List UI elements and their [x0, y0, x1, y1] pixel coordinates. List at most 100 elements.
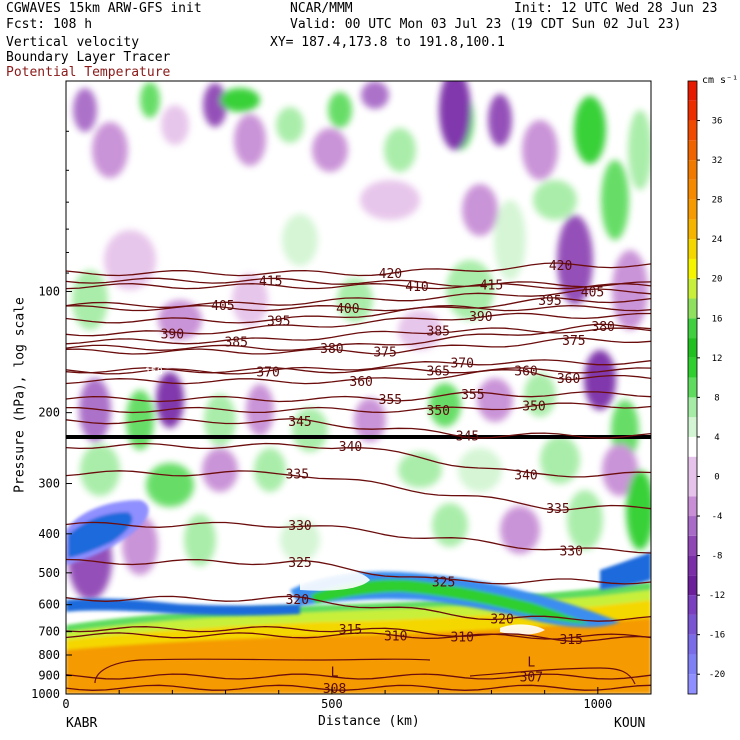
- colorbar-frame: [687, 80, 698, 695]
- theta-label: 330: [559, 544, 582, 559]
- colorbar-tick-label: -12: [709, 591, 725, 601]
- theta-label: 350: [427, 404, 450, 419]
- colorbar-swatch: [688, 397, 697, 418]
- x-tick-label: 0: [62, 697, 69, 711]
- theta-contour-335: [66, 470, 651, 512]
- y-tick-label: 700: [38, 625, 60, 639]
- theta-label: 390: [469, 310, 492, 325]
- theta-contour-307: [66, 673, 651, 680]
- colorbar-swatch: [688, 516, 697, 536]
- theta-label: 310: [384, 629, 407, 644]
- colorbar-swatch: [688, 674, 697, 694]
- theta-contour-360: [66, 369, 651, 385]
- theta-contour-355: [66, 391, 651, 403]
- colorbar-swatch: [688, 278, 697, 299]
- tracer-level-label: 158: [145, 366, 163, 377]
- field-bl-tracer: Boundary Layer Tracer: [6, 50, 171, 65]
- theta-label: 360: [514, 364, 537, 379]
- colorbar-tick-label: 12: [712, 354, 723, 364]
- colorbar-tick-label: 28: [712, 196, 723, 206]
- theta-label: 405: [211, 299, 234, 314]
- colorbar-swatch: [688, 298, 697, 319]
- colorbar-tick-label: -20: [709, 670, 725, 680]
- theta-label: 320: [286, 593, 309, 608]
- y-axis: 100 200 300 400 500 600 700 800 900 1000: [31, 130, 72, 701]
- theta-label: 307: [520, 671, 543, 686]
- theta-label: 360: [557, 372, 580, 387]
- colorbar-swatch: [688, 436, 697, 457]
- colorbar-swatch: [688, 555, 697, 576]
- theta-contour-410: [66, 283, 651, 290]
- theta-label: 375: [562, 334, 585, 349]
- low-marker: L: [527, 655, 535, 670]
- theta-contours: [66, 262, 651, 691]
- colorbar-tick-label: 16: [712, 314, 723, 324]
- surface-contour-outline: [94, 658, 636, 685]
- colorbar-swatch: [688, 318, 697, 339]
- colorbar-swatch: [688, 239, 697, 259]
- colorbar-swatch: [688, 417, 697, 437]
- theta-label: 320: [490, 613, 513, 628]
- right-station-label: KOUN: [614, 716, 646, 731]
- theta-label: 415: [259, 275, 282, 290]
- theta-label: 370: [256, 365, 279, 380]
- colorbar-swatch: [688, 654, 697, 675]
- model-title: CGWAVES 15km ARW-GFS init: [6, 1, 202, 16]
- colorbar-swatch: [688, 219, 697, 240]
- colorbar-tick-label: -8: [712, 552, 723, 562]
- colorbar-swatch: [688, 535, 697, 556]
- y-tick-label: 800: [38, 648, 60, 662]
- colorbar-swatch: [688, 100, 697, 121]
- theta-label: 325: [288, 556, 311, 571]
- x-tick-label: 500: [321, 697, 343, 711]
- theta-label: 345: [288, 415, 311, 430]
- theta-label: 380: [591, 320, 614, 335]
- theta-contour-385: [66, 327, 651, 345]
- cross-section-endpoints: XY= 187.4,173.8 to 191.8,100.1: [270, 35, 505, 50]
- theta-contour-390: [66, 312, 651, 337]
- field-potential-temperature: Potential Temperature: [6, 65, 171, 80]
- org-label: NCAR/MMM: [290, 1, 353, 16]
- y-tick-label: 1000: [31, 687, 60, 701]
- theta-contour-420: [66, 262, 651, 277]
- theta-label: 420: [549, 259, 572, 274]
- colorbar-swatch: [688, 179, 697, 200]
- colorbar-swatch: [688, 81, 697, 101]
- theta-label: 340: [339, 440, 362, 455]
- theta-label: 395: [538, 294, 561, 309]
- y-tick-label: 100: [38, 284, 60, 298]
- colorbar-unit: cm s⁻¹: [702, 75, 739, 86]
- left-station-label: KABR: [66, 716, 98, 731]
- colorbar-swatch: [688, 496, 697, 517]
- theta-contour-380: [66, 323, 651, 351]
- colorbar-swatch: [688, 199, 697, 220]
- colorbar-tick-label: -4: [712, 512, 723, 522]
- colorbar-swatch: [688, 357, 697, 378]
- colorbar-tick-label: 20: [712, 275, 723, 285]
- colorbar-tick-label: 36: [712, 117, 723, 127]
- colorbar-swatch: [688, 575, 697, 596]
- theta-label: 325: [432, 575, 455, 590]
- valid-time: Valid: 00 UTC Mon 03 Jul 23 (19 CDT Sun …: [290, 17, 682, 32]
- colorbar-swatch: [688, 120, 697, 141]
- theta-contour-308: [66, 684, 651, 691]
- y-tick-label: 300: [38, 477, 60, 491]
- x-tick-label: 1000: [583, 697, 612, 711]
- theta-label: 315: [559, 633, 582, 648]
- theta-label: 390: [161, 327, 184, 342]
- colorbar-tick-label: 4: [714, 433, 719, 443]
- theta-label: 410: [405, 280, 428, 295]
- y-tick-label: 900: [38, 669, 60, 683]
- theta-contour-415: [66, 277, 651, 288]
- colorbar-swatch: [688, 634, 697, 655]
- plot-frame: [65, 80, 652, 695]
- theta-label: 340: [514, 469, 537, 484]
- theta-contour-315: [66, 625, 651, 643]
- theta-contour-325: [66, 558, 651, 585]
- colorbar: -20 -16 -12 -8 -4 0 4 8 12 16 20 24 28 32 36: [687, 80, 725, 695]
- theta-contour-340: [66, 442, 651, 478]
- theta-label: 355: [379, 393, 402, 408]
- theta-contour-395: [66, 297, 651, 324]
